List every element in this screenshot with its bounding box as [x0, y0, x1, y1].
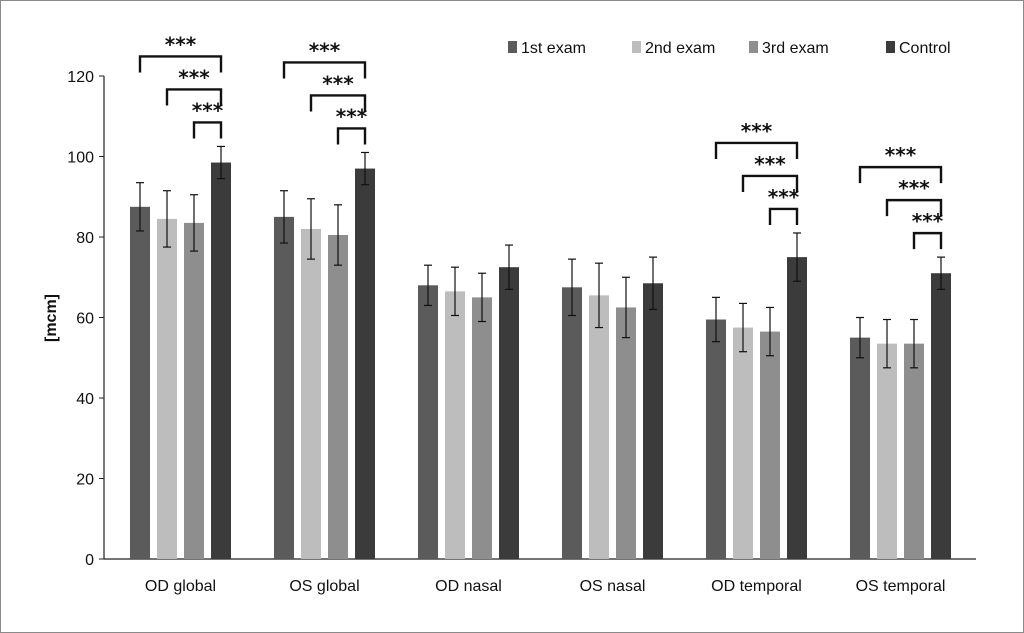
- bar: [787, 257, 807, 559]
- bar: [760, 331, 780, 559]
- bar: [211, 162, 231, 559]
- legend-swatch: [886, 41, 895, 53]
- bar: [328, 234, 348, 560]
- y-axis-label: [mcm]: [43, 294, 60, 342]
- significance-brackets: *** *** *** *** *** *** *** *** *** *** *** ***: [138, 32, 944, 250]
- significance-label: ***: [322, 71, 354, 95]
- significance-label: ***: [336, 104, 368, 128]
- significance-bracket: [192, 121, 223, 139]
- bar: [616, 307, 636, 559]
- legend-swatch: [749, 41, 758, 53]
- significance-bracket: [336, 127, 367, 145]
- significance-bracket: [165, 88, 223, 106]
- significance-bracket: [714, 141, 799, 159]
- significance-bracket: [885, 198, 943, 217]
- legend-swatch: [508, 41, 517, 53]
- bar: [589, 295, 609, 559]
- y-tick-label: 120: [67, 69, 94, 86]
- bar: [130, 206, 150, 559]
- x-category-label: OS global: [289, 578, 359, 595]
- significance-label: ***: [165, 32, 197, 56]
- bar: [643, 283, 663, 559]
- bar: [931, 273, 951, 559]
- bars: [130, 162, 951, 560]
- legend-label: 1st exam: [521, 40, 586, 57]
- legend-swatch: [632, 41, 641, 53]
- legend-label: 2nd exam: [645, 40, 715, 57]
- significance-label: ***: [178, 65, 210, 89]
- error-bars: [136, 145, 945, 369]
- y-tick-label: 100: [67, 150, 94, 167]
- significance-bracket: [138, 55, 223, 73]
- bar: [733, 327, 753, 559]
- y-tick-label: 20: [76, 472, 94, 489]
- legend-label: Control: [899, 40, 951, 57]
- x-category-label: OD global: [145, 578, 216, 595]
- significance-bracket: [858, 165, 943, 184]
- significance-label: ***: [912, 209, 944, 233]
- x-category-label: OS nasal: [580, 578, 646, 595]
- significance-label: ***: [309, 38, 341, 62]
- bar: [418, 285, 438, 559]
- bar: [445, 291, 465, 559]
- significance-bracket: [309, 94, 367, 112]
- bar: [184, 222, 204, 559]
- bar: [499, 267, 519, 559]
- bar: [562, 287, 582, 559]
- significance-bracket: [912, 231, 943, 250]
- significance-label: ***: [741, 119, 773, 143]
- bar: [472, 297, 492, 559]
- x-category-label: OD temporal: [711, 578, 802, 595]
- bar: [706, 319, 726, 559]
- legend: 1st exam 2nd exam 3rd exam Control: [508, 40, 951, 57]
- y-tick-label: 40: [76, 391, 94, 408]
- bar: [355, 168, 375, 559]
- significance-label: ***: [898, 176, 930, 200]
- bar: [904, 343, 924, 559]
- y-tick-label: 80: [76, 230, 94, 247]
- significance-label: ***: [885, 143, 917, 167]
- bar: [157, 218, 177, 559]
- y-tick-label: 0: [85, 552, 94, 569]
- x-category-label: OS temporal: [856, 578, 946, 595]
- x-category-label: OD nasal: [435, 578, 502, 595]
- significance-label: ***: [768, 185, 800, 209]
- significance-bracket: [768, 207, 799, 225]
- bar: [301, 228, 321, 559]
- significance-label: ***: [192, 98, 224, 122]
- bar: [850, 337, 870, 559]
- bar: [274, 216, 294, 559]
- y-tick-label: 60: [76, 311, 94, 328]
- axes: 0 20 40 60 80 100 120 OD global OS global OD nasa…: [67, 69, 976, 595]
- significance-bracket: [741, 174, 799, 192]
- legend-label: 3rd exam: [762, 40, 829, 57]
- significance-label: ***: [754, 152, 786, 176]
- bar: [877, 343, 897, 559]
- significance-bracket: [282, 61, 367, 79]
